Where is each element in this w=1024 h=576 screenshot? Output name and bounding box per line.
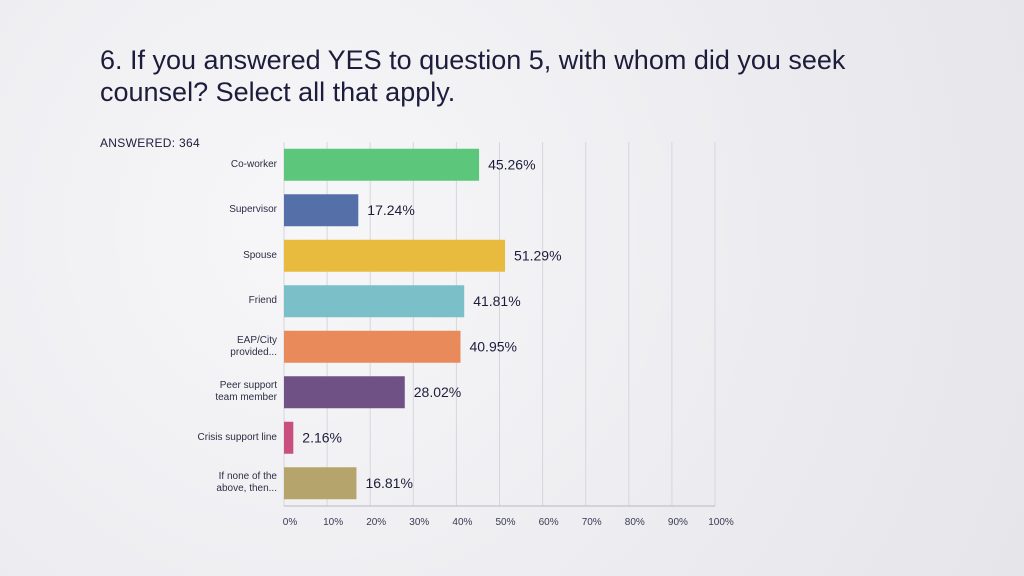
chart-title: 6. If you answered YES to question 5, wi… — [100, 45, 846, 107]
value-label: 16.81% — [365, 475, 412, 491]
y-tick-label: Peer support team member — [215, 380, 277, 404]
bar — [284, 421, 294, 454]
y-tick-label: Spouse — [243, 249, 277, 261]
chart-subtitle: ANSWERED: 364 — [100, 136, 200, 150]
x-tick-label: 40% — [452, 517, 472, 528]
value-label: 41.81% — [473, 293, 520, 309]
value-label: 2.16% — [302, 429, 342, 445]
y-tick-label: Co-worker — [230, 158, 277, 170]
value-label: 28.02% — [414, 384, 461, 400]
x-tick-label: 100% — [708, 517, 734, 528]
bar — [284, 194, 359, 227]
y-tick-label: Friend — [248, 295, 277, 307]
value-label: 51.29% — [514, 247, 561, 263]
value-label: 40.95% — [469, 338, 516, 354]
y-tick-label: Supervisor — [229, 204, 277, 216]
bar — [284, 239, 506, 272]
y-tick-label: EAP/City provided... — [230, 334, 277, 358]
x-tick-label: 0% — [283, 517, 298, 528]
x-tick-label: 70% — [582, 517, 602, 528]
x-tick-label: 80% — [625, 517, 645, 528]
x-tick-label: 10% — [323, 517, 343, 528]
x-tick-label: 60% — [539, 517, 559, 528]
bar — [284, 467, 357, 500]
bar — [284, 148, 480, 181]
bar — [284, 330, 461, 363]
bar — [284, 376, 405, 409]
x-tick-label: 20% — [366, 517, 386, 528]
y-tick-label: Crisis support line — [197, 431, 277, 443]
x-tick-label: 30% — [409, 517, 429, 528]
x-tick-label: 50% — [495, 517, 515, 528]
bar — [284, 285, 465, 318]
x-tick-label: 90% — [668, 517, 688, 528]
value-label: 45.26% — [488, 156, 535, 172]
y-tick-label: If none of the above, then... — [216, 471, 277, 495]
value-label: 17.24% — [367, 202, 414, 218]
